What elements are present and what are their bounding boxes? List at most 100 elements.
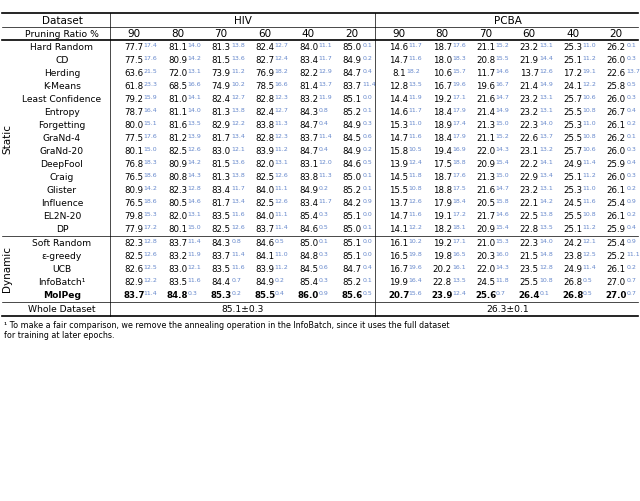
Text: 83.7: 83.7: [342, 82, 362, 91]
Text: 14.1: 14.1: [540, 160, 553, 165]
Text: 78.5: 78.5: [255, 82, 275, 91]
Text: 24.5: 24.5: [563, 199, 582, 208]
Text: 0.2: 0.2: [626, 186, 636, 191]
Text: 12.0: 12.0: [319, 160, 332, 165]
Text: 11.1: 11.1: [275, 212, 289, 217]
Text: 11.0: 11.0: [583, 44, 596, 49]
Text: 12.2: 12.2: [409, 225, 422, 230]
Text: 11.2: 11.2: [231, 70, 245, 75]
Text: 23.2: 23.2: [520, 95, 539, 104]
Text: 12.4: 12.4: [452, 292, 466, 297]
Text: 82.4: 82.4: [212, 95, 231, 104]
Text: 17.4: 17.4: [144, 44, 157, 49]
Text: 10.8: 10.8: [583, 212, 596, 217]
Text: 13.4: 13.4: [231, 199, 245, 204]
Text: 73.9: 73.9: [212, 69, 230, 78]
Text: 17.5: 17.5: [452, 186, 466, 191]
Text: 24.9: 24.9: [563, 265, 582, 274]
Text: 14.1: 14.1: [389, 225, 408, 234]
Text: 84.5: 84.5: [342, 134, 362, 143]
Text: 0.3: 0.3: [626, 96, 636, 100]
Text: 14.6: 14.6: [389, 108, 408, 117]
Text: 26.7: 26.7: [607, 108, 626, 117]
Text: 16.0: 16.0: [496, 253, 509, 258]
Text: DP: DP: [56, 225, 68, 234]
Text: 17.2: 17.2: [144, 225, 157, 230]
Text: 10.8: 10.8: [583, 134, 596, 139]
Text: 15.4: 15.4: [496, 160, 509, 165]
Text: 25.1: 25.1: [563, 56, 582, 65]
Text: 0.1: 0.1: [362, 279, 372, 284]
Text: 14.9: 14.9: [496, 108, 509, 113]
Text: 85.1: 85.1: [342, 95, 362, 104]
Text: 17.6: 17.6: [144, 134, 157, 139]
Text: 19.6: 19.6: [452, 83, 466, 88]
Text: 84.5: 84.5: [299, 265, 318, 274]
Text: 15.3: 15.3: [389, 121, 408, 130]
Text: 23.2: 23.2: [520, 186, 539, 195]
Text: 85.1: 85.1: [342, 239, 362, 248]
Text: Whole Dataset: Whole Dataset: [28, 305, 96, 314]
Text: 11.6: 11.6: [231, 212, 244, 217]
Text: 17.4: 17.4: [452, 121, 466, 126]
Text: 25.7: 25.7: [563, 147, 582, 156]
Text: 83.7: 83.7: [168, 239, 187, 248]
Text: 15.5: 15.5: [496, 57, 509, 62]
Text: 80.1: 80.1: [124, 147, 143, 156]
Text: 11.4: 11.4: [275, 225, 289, 230]
Text: 13.6: 13.6: [231, 160, 245, 165]
Text: 26.0: 26.0: [607, 56, 626, 65]
Text: 0.5: 0.5: [583, 292, 593, 297]
Text: 19.6: 19.6: [476, 82, 495, 91]
Text: 81.5: 81.5: [212, 160, 231, 169]
Text: 10.6: 10.6: [433, 69, 452, 78]
Text: 20.2: 20.2: [433, 265, 452, 274]
Text: 20.3: 20.3: [476, 252, 495, 261]
Text: 81.7: 81.7: [212, 134, 231, 143]
Text: 13.7: 13.7: [319, 83, 332, 88]
Text: 0.4: 0.4: [626, 160, 636, 165]
Text: 11.6: 11.6: [231, 266, 244, 271]
Text: 11.4: 11.4: [188, 239, 201, 244]
Text: 16.5: 16.5: [389, 252, 408, 261]
Text: 82.0: 82.0: [255, 160, 275, 169]
Text: 13.9: 13.9: [389, 160, 408, 169]
Text: 11.1: 11.1: [275, 186, 289, 191]
Text: 0.3: 0.3: [362, 121, 372, 126]
Text: 0.3: 0.3: [188, 292, 197, 297]
Text: 14.5: 14.5: [389, 173, 408, 182]
Text: 25.9: 25.9: [607, 225, 626, 234]
Text: 81.5: 81.5: [212, 56, 231, 65]
Text: 83.4: 83.4: [299, 199, 318, 208]
Text: 18.7: 18.7: [433, 173, 452, 182]
Text: 12.2: 12.2: [144, 279, 157, 284]
Text: 80: 80: [436, 29, 449, 39]
Text: 0.3: 0.3: [319, 253, 328, 258]
Text: 84.9: 84.9: [342, 147, 362, 156]
Text: 82.7: 82.7: [255, 56, 275, 65]
Text: GraNd-4: GraNd-4: [43, 134, 81, 143]
Text: 12.6: 12.6: [188, 147, 201, 152]
Text: 17.9: 17.9: [452, 108, 466, 113]
Text: 17.2: 17.2: [563, 69, 582, 78]
Text: 26.0: 26.0: [607, 173, 626, 182]
Text: 0.9: 0.9: [626, 199, 636, 204]
Text: 83.8: 83.8: [299, 173, 318, 182]
Text: 15.5: 15.5: [389, 186, 408, 195]
Text: 26.8: 26.8: [562, 291, 584, 300]
Text: 40: 40: [302, 29, 315, 39]
Text: 0.2: 0.2: [626, 121, 636, 126]
Text: 14.6: 14.6: [496, 70, 509, 75]
Text: 13.7: 13.7: [540, 134, 553, 139]
Text: 14.0: 14.0: [188, 44, 201, 49]
Text: 22.6: 22.6: [607, 69, 626, 78]
Text: 15.8: 15.8: [496, 199, 509, 204]
Text: 0.1: 0.1: [362, 173, 372, 178]
Text: 80.9: 80.9: [168, 160, 187, 169]
Text: 0.0: 0.0: [362, 239, 372, 244]
Text: 16.5: 16.5: [452, 253, 466, 258]
Text: 60: 60: [523, 29, 536, 39]
Text: 0.3: 0.3: [319, 212, 328, 217]
Text: 11.2: 11.2: [583, 57, 596, 62]
Text: 21.3: 21.3: [476, 121, 495, 130]
